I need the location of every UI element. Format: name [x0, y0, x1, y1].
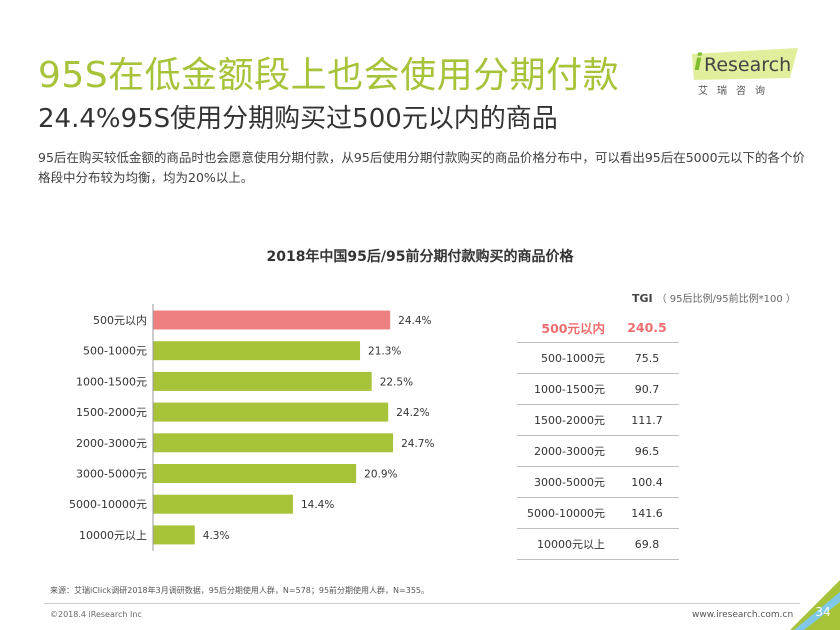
category-label: 5000-10000元	[69, 498, 147, 511]
page-title: 95S在低金额段上也会使用分期付款	[38, 55, 620, 96]
bar-chart: 500元以内 500-1000元 1000-1500元 1500-2000元 2000-…	[69, 304, 434, 551]
tgi-category: 1000-1500元	[534, 383, 605, 396]
tgi-category: 10000元以上	[537, 538, 605, 551]
tgi-category: 2000-3000元	[534, 445, 605, 458]
footer-divider	[44, 603, 800, 604]
iresearch-logo: i Research 艾瑞咨询	[690, 44, 805, 100]
bar	[153, 341, 361, 361]
bar	[153, 310, 391, 330]
tgi-category: 500-1000元	[541, 352, 605, 365]
category-label: 500-1000元	[83, 345, 147, 358]
category-label: 10000元以上	[79, 529, 147, 542]
value-label: 24.7%	[401, 438, 434, 450]
tgi-table: 500元以内 240.5 500-1000元 75.5 1000-1500元 90.7 15…	[517, 312, 679, 560]
bar	[153, 464, 357, 483]
logo-shape	[692, 48, 798, 80]
corner-decoration	[790, 580, 840, 630]
tgi-value: 141.6	[631, 506, 663, 520]
bar	[153, 371, 372, 391]
tgi-label: TGI	[632, 292, 653, 305]
chart-title: 2018年中国95后/95前分期付款购买的商品价格	[266, 249, 574, 265]
source-note: 来源：艾瑞iClick调研2018年3月调研数据，95后分期使用人群，N=578…	[50, 586, 430, 595]
value-label: 24.2%	[396, 407, 429, 419]
tgi-row: 1500-2000元 111.7	[517, 405, 679, 436]
category-label: 3000-5000元	[76, 468, 147, 481]
value-label: 14.4%	[301, 499, 334, 511]
tgi-value: 96.5	[634, 444, 660, 458]
bar	[153, 433, 394, 453]
tgi-row: 10000元以上 69.8	[517, 529, 679, 560]
tgi-category: 1500-2000元	[534, 414, 605, 427]
tgi-row: 5000-10000元 141.6	[517, 498, 679, 529]
copyright: ©2018.4 iResearch Inc	[50, 610, 142, 619]
tgi-header: TGI （ 95后比例/95前比例*100 ）	[632, 290, 796, 305]
tgi-row: 2000-3000元 96.5	[517, 436, 679, 467]
tgi-row: 500元以内 240.5	[517, 312, 679, 343]
value-label: 20.9%	[364, 469, 397, 481]
tgi-row: 1000-1500元 90.7	[517, 374, 679, 405]
bar	[153, 402, 389, 422]
value-label: 4.3%	[203, 530, 230, 542]
value-label: 21.3%	[368, 346, 401, 358]
tgi-value: 100.4	[631, 475, 663, 489]
tgi-value: 69.8	[634, 537, 660, 551]
tgi-category: 3000-5000元	[534, 476, 605, 489]
tgi-row: 500-1000元 75.5	[517, 343, 679, 374]
tgi-category: 5000-10000元	[527, 507, 605, 520]
logo-chinese: 艾瑞咨询	[698, 86, 774, 97]
category-label: 500元以内	[93, 313, 147, 327]
category-label: 1000-1500元	[76, 375, 147, 388]
value-label: 24.4%	[398, 315, 431, 327]
page-number: 34	[815, 605, 831, 619]
tgi-note: （ 95后比例/95前比例*100 ）	[656, 294, 796, 305]
logo-i: i	[694, 50, 702, 76]
value-label: 22.5%	[380, 376, 413, 388]
description-text: 95后在购买较低金额的商品时也会愿意使用分期付款，从95后使用分期付款购买的商品…	[38, 150, 806, 185]
category-label: 1500-2000元	[76, 406, 147, 419]
tgi-category: 500元以内	[541, 320, 605, 336]
tgi-value: 111.7	[631, 413, 663, 427]
tgi-row: 3000-5000元 100.4	[517, 467, 679, 498]
page-subtitle: 24.4%95S使用分期购买过500元以内的商品	[38, 104, 558, 134]
tgi-value: 75.5	[634, 351, 660, 365]
tgi-value: 90.7	[634, 382, 660, 396]
bar	[153, 494, 293, 514]
bar	[153, 525, 195, 545]
logo-research: Research	[704, 54, 792, 76]
tgi-value: 240.5	[627, 319, 667, 335]
category-label: 2000-3000元	[76, 437, 147, 450]
website-link[interactable]: www.iresearch.com.cn	[692, 610, 794, 620]
